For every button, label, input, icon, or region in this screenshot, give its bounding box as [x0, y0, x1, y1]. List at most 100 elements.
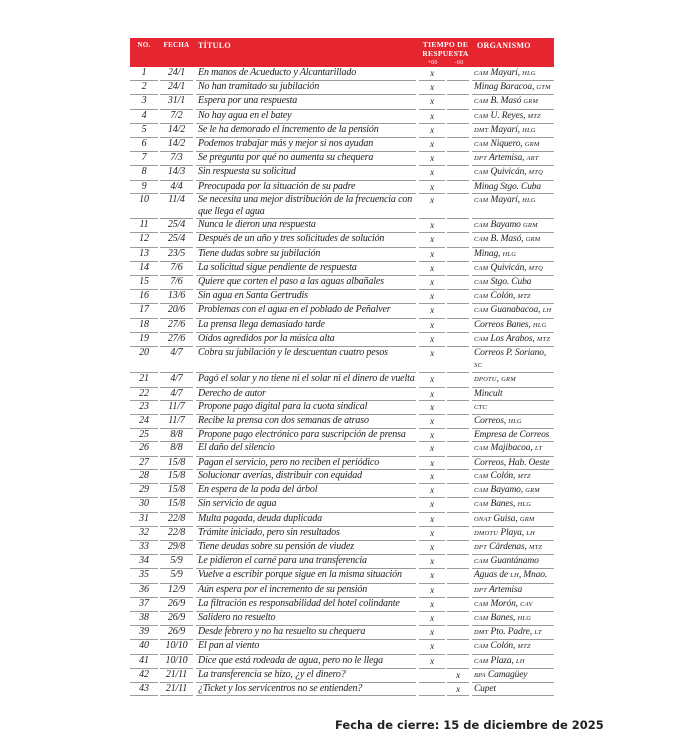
cell-date: 26/9 — [160, 598, 193, 612]
cell-title: Salidero no resuelto — [196, 612, 416, 627]
cell-plus60: x — [419, 598, 445, 612]
cell-org: Minag Stgo. Cuba — [472, 181, 554, 194]
cell-plus60: x — [419, 470, 445, 485]
cell-minus60 — [447, 95, 469, 110]
cell-title: Podemos trabajar más y mejor si nos ayud… — [196, 138, 416, 153]
cell-date: 26/9 — [160, 612, 193, 627]
cell-org: CAM B. Masó, GRM — [472, 233, 554, 248]
cell-date: 5/9 — [160, 569, 193, 584]
cell-plus60: x — [419, 527, 445, 541]
table-row: 5 14/2 Se le ha demorado el incremento de … — [130, 124, 554, 139]
cell-title: Sin servicio de agua — [196, 498, 416, 513]
header-response-time: TIEMPO DE RESPUESTA +60 -60 — [419, 38, 472, 67]
cell-date: 25/4 — [160, 233, 193, 248]
cell-plus60: x — [419, 290, 445, 305]
cell-plus60: x — [419, 166, 445, 181]
cell-org: Mincult — [472, 388, 554, 401]
cell-minus60 — [447, 81, 469, 96]
cell-no: 32 — [130, 527, 158, 541]
cell-no: 34 — [130, 555, 158, 570]
cell-no: 36 — [130, 584, 158, 598]
cell-no: 30 — [130, 498, 158, 513]
document: NO. FECHA TÍTULO TIEMPO DE RESPUESTA +60… — [130, 0, 604, 752]
table-row: 11 25/4 Nunca le dieron una respuesta x CAM … — [130, 219, 554, 234]
table-row: 29 15/8 En espera de la poda del árbol x CAM… — [130, 484, 554, 499]
cell-no: 31 — [130, 513, 158, 527]
cell-minus60 — [447, 194, 469, 220]
cell-plus60: x — [419, 95, 445, 110]
header-date: FECHA — [163, 41, 190, 49]
cell-date: 22/8 — [160, 513, 193, 527]
cell-minus60 — [447, 373, 469, 388]
cell-no: 41 — [130, 655, 158, 669]
cell-title: Tiene deudas sobre su pensión de viudez — [196, 541, 416, 556]
cell-plus60: x — [419, 304, 445, 319]
cell-plus60: x — [419, 67, 445, 82]
cell-date: 13/6 — [160, 290, 193, 305]
table-body: 1 24/1 En manos de Acueducto y Alcantaril… — [130, 67, 554, 697]
cell-date: 4/7 — [160, 388, 193, 401]
cell-plus60: x — [419, 513, 445, 527]
cell-date: 10/10 — [160, 655, 193, 669]
cell-org: CAM Quivicán, MTQ — [472, 262, 554, 277]
cell-title: Después de un año y tres solicitudes de … — [196, 233, 416, 248]
cell-title: Se necesita una mejor distribución de la… — [196, 194, 416, 220]
table-row: 14 7/6 La solicitud sigue pendiente de res… — [130, 262, 554, 277]
cell-no: 18 — [130, 319, 158, 333]
table-row: 41 10/10 Dice que está rodeada de agua, pe… — [130, 655, 554, 669]
cell-minus60 — [447, 219, 469, 234]
cell-org: DPT Artemisa, ART — [472, 152, 554, 167]
cell-no: 5 — [130, 124, 158, 139]
cell-plus60: x — [419, 219, 445, 234]
cell-org: Cupet — [472, 683, 554, 697]
cell-no: 10 — [130, 194, 158, 220]
table-row: 22 4/7 Derecho de autor x Mincult — [130, 388, 554, 401]
cell-title: Se le ha demorado el incremento de la pe… — [196, 124, 416, 139]
cell-minus60 — [447, 470, 469, 485]
cell-plus60: x — [419, 612, 445, 627]
table-row: 34 5/9 Le pidieron el carné para una trans… — [130, 555, 554, 570]
cell-no: 37 — [130, 598, 158, 612]
table-row: 8 14/3 Sin respuesta su solicitud x CAM Quiv… — [130, 166, 554, 181]
cell-minus60 — [447, 442, 469, 457]
table-row: 43 21/11 ¿Ticket y los servicentros no se … — [130, 683, 554, 697]
cell-no: 25 — [130, 429, 158, 443]
cell-minus60 — [447, 262, 469, 277]
cell-date: 15/8 — [160, 457, 193, 470]
cell-plus60: x — [419, 498, 445, 513]
header-minus60: -60 — [454, 60, 464, 66]
cell-title: Dice que está rodeada de agua, pero no l… — [196, 655, 416, 669]
cell-org: CAM Mayarí, HLG — [472, 67, 554, 82]
cell-plus60: x — [419, 181, 445, 194]
cell-title: Tiene dudas sobre su jubilación — [196, 248, 416, 262]
cell-plus60: x — [419, 541, 445, 556]
cell-org: CAM Stgo. Cuba — [472, 276, 554, 291]
cell-minus60 — [447, 233, 469, 248]
cell-plus60: x — [419, 626, 445, 641]
cell-org: CAM Colón, MTZ — [472, 290, 554, 305]
header-no: NO. — [137, 41, 151, 49]
cell-no: 40 — [130, 640, 158, 655]
cell-title: Sin agua en Santa Gertrudis — [196, 290, 416, 305]
cell-minus60 — [447, 457, 469, 470]
cell-date: 4/7 — [160, 373, 193, 388]
cell-org: CAM Bayamo, GRM — [472, 484, 554, 499]
cell-minus60 — [447, 655, 469, 669]
cell-minus60 — [447, 319, 469, 333]
cell-date: 26/9 — [160, 626, 193, 641]
cell-org: ONAT Guisa, GRM — [472, 513, 554, 527]
cell-plus60: x — [419, 248, 445, 262]
cell-date: 10/10 — [160, 640, 193, 655]
table-header: NO. FECHA TÍTULO TIEMPO DE RESPUESTA +60… — [130, 38, 554, 67]
table-row: 4 7/2 No hay agua en el batey x CAM U. Reyes… — [130, 110, 554, 124]
header-response-time-label: TIEMPO DE RESPUESTA — [422, 40, 469, 58]
cell-minus60 — [447, 138, 469, 153]
cell-no: 7 — [130, 152, 158, 167]
cell-plus60: x — [419, 81, 445, 96]
cell-minus60 — [447, 276, 469, 291]
cell-minus60 — [447, 67, 469, 82]
cell-title: El daño del silencio — [196, 442, 416, 457]
complaints-table: NO. FECHA TÍTULO TIEMPO DE RESPUESTA +60… — [130, 38, 554, 697]
cell-org: DPT Cárdenas, MTZ — [472, 541, 554, 556]
cell-org: Correos, Hab. Oeste — [472, 457, 554, 470]
